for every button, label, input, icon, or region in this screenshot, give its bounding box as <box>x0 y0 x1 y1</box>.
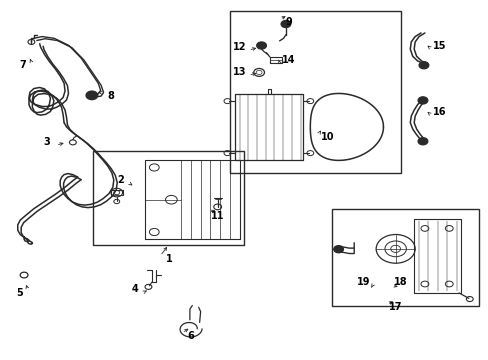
Text: 4: 4 <box>131 284 138 294</box>
Text: 11: 11 <box>210 211 224 221</box>
Text: 5: 5 <box>16 288 22 298</box>
Circle shape <box>417 138 427 145</box>
Text: 2: 2 <box>117 175 123 185</box>
Bar <box>331 209 478 306</box>
Text: 12: 12 <box>232 42 246 52</box>
Text: 7: 7 <box>19 60 26 70</box>
Text: 15: 15 <box>432 41 446 50</box>
Circle shape <box>417 97 427 104</box>
Text: 16: 16 <box>432 107 446 117</box>
Text: 19: 19 <box>357 277 370 287</box>
Text: 1: 1 <box>165 254 172 264</box>
Circle shape <box>86 91 98 100</box>
Text: 13: 13 <box>232 67 246 77</box>
Text: 9: 9 <box>285 17 291 27</box>
Text: 8: 8 <box>107 91 114 101</box>
Text: 3: 3 <box>43 138 50 147</box>
Text: 17: 17 <box>388 302 402 312</box>
Text: 18: 18 <box>393 277 407 287</box>
Text: 10: 10 <box>320 132 333 142</box>
Circle shape <box>418 62 428 69</box>
Bar <box>93 151 244 244</box>
Bar <box>229 12 400 173</box>
Circle shape <box>256 42 266 49</box>
Circle shape <box>281 21 290 28</box>
Text: 14: 14 <box>281 55 295 65</box>
Text: 6: 6 <box>187 331 194 341</box>
Circle shape <box>333 246 343 253</box>
